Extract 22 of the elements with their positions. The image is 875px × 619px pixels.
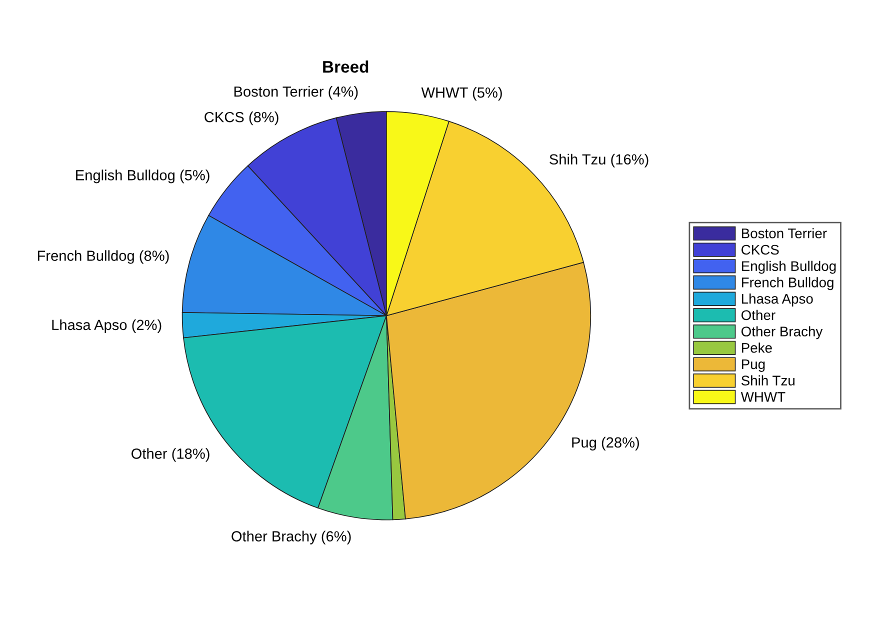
legend-label: CKCS xyxy=(742,244,779,255)
data-label: Pug (28%) xyxy=(572,436,639,451)
legend-label: Pug xyxy=(742,359,765,372)
data-label: Boston Terrier (4%) xyxy=(234,86,358,100)
legend-label: Other xyxy=(741,310,776,320)
legend-label: WHWT xyxy=(740,392,786,402)
data-label: French Bulldog (8%) xyxy=(38,250,169,264)
legend-label: English Bulldog xyxy=(742,260,836,274)
chart-title: Breed xyxy=(323,60,368,73)
data-label: English Bulldog (5%) xyxy=(76,170,210,184)
data-label: Shih Tzu (16%) xyxy=(550,154,648,168)
data-label: Other Brachy (6%) xyxy=(232,530,351,544)
legend-label: Lhasa Apso xyxy=(742,294,813,306)
data-label: Lhasa Apso (2%) xyxy=(52,319,162,333)
legend-label: Peke xyxy=(742,342,772,353)
legend-label: Other Brachy xyxy=(741,326,823,340)
legend-label: French Bulldog xyxy=(742,277,834,290)
data-label: CKCS (8%) xyxy=(204,112,278,126)
data-label: WHWT (5%) xyxy=(421,87,502,101)
legend-label: Boston Terrier xyxy=(742,228,827,238)
data-label: Other (18%) xyxy=(132,448,210,462)
legend-label: Shih Tzu xyxy=(741,375,794,386)
